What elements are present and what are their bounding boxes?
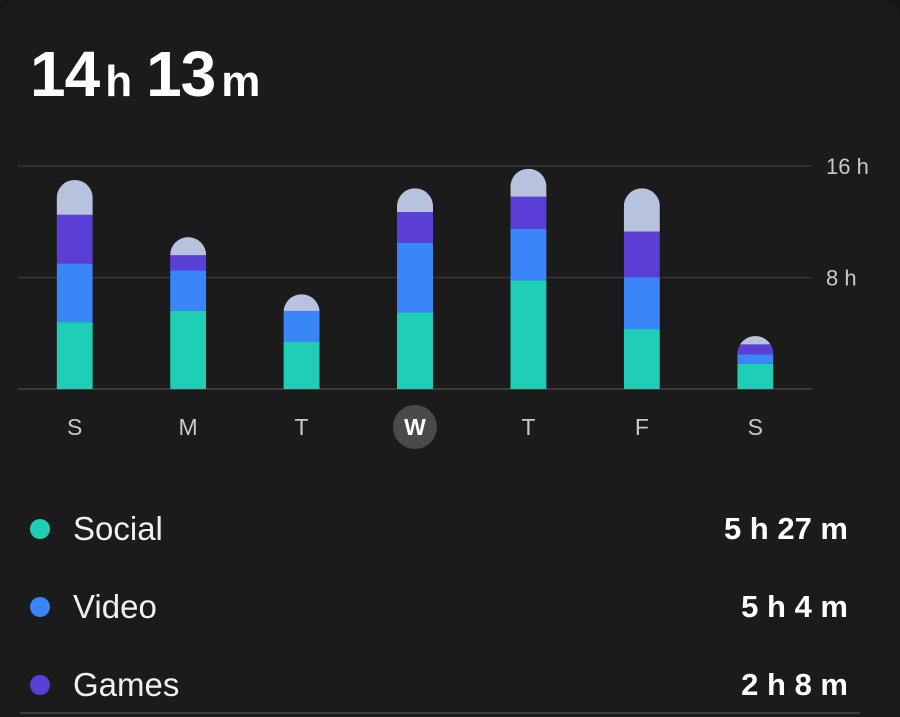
x-tick-label: S: [748, 414, 763, 440]
bar-segment: [737, 363, 774, 389]
bar-segment: [170, 255, 207, 271]
x-tick-label: F: [635, 414, 649, 440]
bar-segment: [737, 336, 774, 345]
bar-segment: [510, 228, 547, 281]
bar-segment: [56, 214, 93, 264]
bar-segment: [283, 341, 320, 389]
bar-segment: [56, 322, 93, 389]
bar-segment: [397, 211, 433, 243]
bar-segment: [170, 270, 207, 311]
selected-day-highlight: [393, 405, 437, 449]
total-minutes-unit: m: [221, 57, 261, 106]
legend-value: 5 h 4 m: [741, 589, 848, 624]
divider: [20, 712, 860, 714]
bar-segment: [397, 312, 433, 389]
bar-segment: [737, 344, 774, 355]
bar-segment: [623, 231, 660, 278]
x-tick-label: W: [404, 414, 426, 440]
x-tick-label: M: [179, 414, 198, 440]
video-dot-icon: [30, 597, 50, 617]
category-legend: Social 5 h 27 m Video 5 h 4 m Games 2 h …: [0, 490, 900, 717]
x-tick-label: T: [521, 414, 535, 440]
total-hours-unit: h: [105, 57, 133, 106]
legend-label: Social: [73, 510, 163, 547]
y-tick-label: 8 h: [826, 266, 857, 291]
total-screen-time: 14 h 13 m: [30, 42, 260, 106]
legend-item-video[interactable]: Video 5 h 4 m: [0, 568, 900, 646]
legend-item-social[interactable]: Social 5 h 27 m: [0, 490, 900, 568]
total-minutes: 13: [146, 38, 216, 110]
bar-segment: [56, 179, 93, 215]
x-tick-label: S: [67, 414, 82, 440]
legend-value: 5 h 27 m: [723, 511, 848, 546]
x-tick-label: T: [295, 414, 309, 440]
bar-segment: [510, 168, 547, 197]
bar-segment: [623, 277, 660, 330]
y-tick-label: 16 h: [826, 154, 869, 179]
games-dot-icon: [30, 675, 50, 695]
legend-value: 2 h 8 m: [741, 667, 848, 702]
weekly-usage-chart: 16 h 8 h S M T W T F S: [18, 154, 869, 449]
bar-segment: [283, 294, 320, 311]
legend-item-games[interactable]: Games 2 h 8 m: [0, 646, 900, 717]
bar-segment: [397, 188, 433, 212]
bar-segment: [56, 263, 93, 323]
bar-segment: [510, 280, 547, 389]
bar-segment: [170, 237, 207, 256]
bar-segment: [170, 310, 207, 389]
total-hours: 14: [30, 38, 100, 110]
bar-segment: [510, 196, 547, 229]
bar-segment: [623, 329, 660, 389]
bar-segment: [737, 354, 774, 364]
legend-label: Games: [73, 666, 180, 703]
bar-segment: [283, 310, 320, 342]
legend-label: Video: [73, 588, 157, 625]
bar-segment: [397, 242, 433, 313]
bar-segment: [623, 188, 660, 232]
social-dot-icon: [30, 519, 50, 539]
